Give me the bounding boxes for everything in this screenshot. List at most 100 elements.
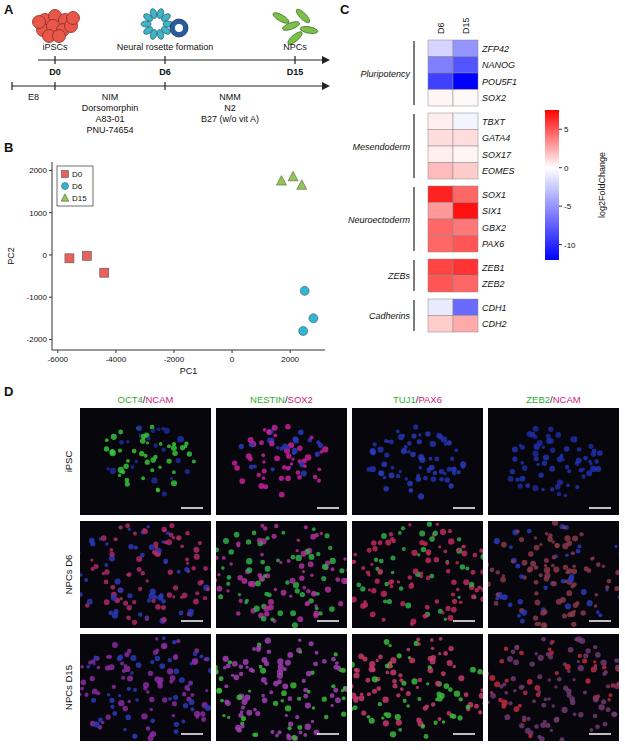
cell-signal	[401, 681, 406, 686]
panel-letter: B	[4, 140, 13, 155]
cell-signal	[585, 678, 590, 683]
row-label: POU5F1	[482, 77, 517, 87]
cell-signal	[550, 487, 554, 491]
cell-signal	[273, 701, 278, 706]
cell-signal	[527, 679, 533, 685]
cell-signal	[353, 553, 357, 557]
cell-signal	[587, 600, 593, 606]
cell-signal	[525, 728, 531, 734]
cell-signal	[97, 666, 101, 670]
cell-signal	[126, 459, 130, 463]
cell-signal	[239, 478, 245, 484]
cell-signal	[136, 662, 142, 668]
micrograph-content	[232, 424, 328, 497]
cell-signal	[477, 669, 482, 674]
legend-marker	[61, 194, 69, 201]
cell-signal	[281, 531, 285, 535]
cell-signal	[514, 706, 520, 712]
cell-signal	[110, 450, 116, 456]
cell-signal	[246, 710, 252, 716]
cell-signal	[287, 559, 291, 563]
cell-signal	[126, 615, 131, 620]
cell-signal	[151, 477, 157, 483]
cell-signal	[512, 447, 518, 453]
cell-signal	[342, 696, 346, 700]
cell-signal	[591, 667, 597, 673]
cell-signal	[385, 664, 390, 669]
cell-signal	[170, 477, 173, 480]
cell-signal	[149, 697, 154, 702]
cell-signal	[508, 701, 512, 705]
icon-npc	[272, 11, 291, 26]
cell-signal	[611, 683, 616, 688]
cell-signal	[96, 691, 100, 695]
cell-signal	[249, 465, 254, 470]
cell-signal	[544, 576, 550, 582]
cell-signal	[363, 600, 366, 603]
cell-signal	[386, 671, 390, 675]
cell-signal	[162, 697, 167, 702]
colorbar-tick-label: -10	[564, 241, 576, 250]
cell-signal	[277, 669, 283, 675]
cell-signal	[338, 601, 343, 606]
timeline-tick	[294, 56, 295, 64]
row-header: iPSC	[63, 451, 74, 473]
panel-letter: C	[340, 2, 350, 17]
colorbar-tick-label: 0	[564, 164, 569, 173]
cell-signal	[122, 669, 126, 673]
y-tick-label: 2000	[29, 166, 47, 175]
cell-signal	[297, 697, 301, 701]
cell-signal	[439, 477, 444, 482]
cell-signal	[313, 613, 318, 618]
cell-signal	[172, 595, 175, 598]
stage-name: iPSCs	[42, 42, 68, 52]
cell-signal	[545, 723, 550, 728]
cell-signal	[383, 486, 389, 492]
cell-signal	[594, 593, 598, 597]
cell-signal	[435, 698, 438, 701]
cell-signal	[611, 712, 616, 717]
cell-signal	[588, 460, 591, 463]
scale-bar	[453, 620, 475, 622]
cell-signal	[187, 451, 192, 456]
cell-signal	[528, 566, 534, 572]
cell-signal	[456, 548, 462, 554]
cell-signal	[413, 568, 419, 574]
cell-signal	[595, 724, 600, 729]
cell-signal	[236, 611, 241, 616]
cell-signal	[385, 712, 391, 718]
cell-signal	[245, 666, 248, 669]
cell-signal	[446, 569, 451, 574]
cell-signal	[147, 436, 151, 440]
cell-signal	[316, 592, 320, 596]
cell-signal	[314, 533, 318, 537]
cell-signal	[238, 593, 241, 596]
cell-signal	[587, 568, 592, 573]
cell-signal	[216, 669, 219, 675]
cell-signal	[155, 637, 158, 640]
cell-signal	[370, 563, 373, 566]
heatmap-cell	[428, 316, 453, 333]
cell-signal	[447, 711, 452, 716]
cell-signal	[136, 425, 142, 431]
cell-signal	[188, 681, 193, 686]
cell-signal	[241, 716, 246, 721]
cell-signal	[91, 567, 95, 571]
cell-signal	[219, 676, 224, 681]
cell-signal	[490, 567, 495, 572]
cell-signal	[279, 492, 285, 498]
cell-signal	[515, 564, 520, 569]
cell-signal	[429, 457, 433, 461]
cell-signal	[595, 652, 601, 658]
cell-signal	[605, 585, 609, 589]
cell-signal	[216, 688, 222, 694]
cell-signal	[424, 614, 428, 618]
cell-signal	[299, 575, 304, 580]
cell-signal	[287, 726, 291, 730]
cell-signal	[520, 445, 525, 450]
cell-signal	[479, 693, 483, 699]
cell-signal	[360, 603, 366, 609]
cell-signal	[80, 573, 83, 577]
cell-signal	[123, 464, 128, 469]
cell-signal	[401, 526, 405, 530]
